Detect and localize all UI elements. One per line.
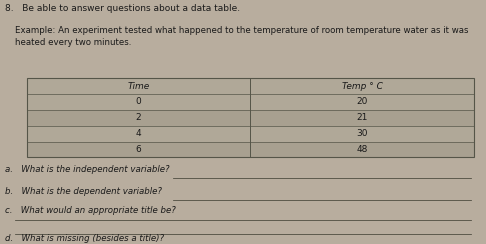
Text: d.   What is missing (besides a title)?: d. What is missing (besides a title)? — [5, 234, 164, 243]
Text: Example: An experiment tested what happened to the temperature of room temperatu: Example: An experiment tested what happe… — [15, 26, 468, 47]
Bar — [27, 94, 474, 110]
Text: 21: 21 — [356, 113, 368, 122]
Text: 30: 30 — [356, 129, 368, 138]
Text: 2: 2 — [136, 113, 141, 122]
Bar — [27, 78, 474, 157]
Text: 6: 6 — [136, 145, 141, 154]
Text: 4: 4 — [136, 129, 141, 138]
Bar — [27, 142, 474, 157]
Bar — [27, 110, 474, 126]
Text: 0: 0 — [136, 97, 141, 106]
Text: 20: 20 — [356, 97, 368, 106]
Text: c.   What would an appropriate title be?: c. What would an appropriate title be? — [5, 206, 176, 215]
Text: Temp ° C: Temp ° C — [342, 81, 382, 91]
Bar — [27, 78, 474, 94]
Text: Time: Time — [127, 81, 150, 91]
Text: 48: 48 — [356, 145, 368, 154]
Bar — [27, 126, 474, 142]
Text: a.   What is the independent variable?: a. What is the independent variable? — [5, 165, 170, 174]
Text: b.   What is the dependent variable?: b. What is the dependent variable? — [5, 187, 162, 196]
Text: 8.   Be able to answer questions about a data table.: 8. Be able to answer questions about a d… — [5, 4, 240, 13]
